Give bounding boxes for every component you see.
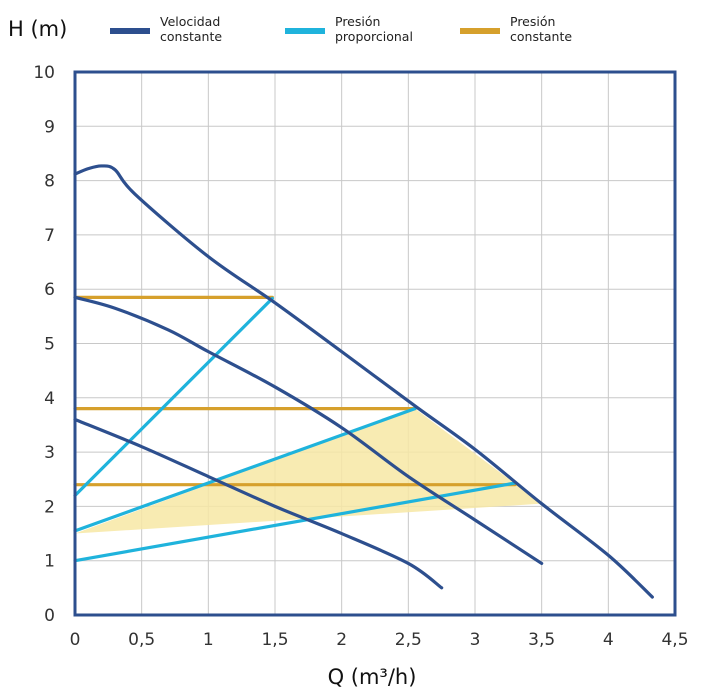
x-tick-label: 1,5 [261,630,288,650]
x-tick-label: 2,5 [395,630,422,650]
y-tick-label: 7 [44,226,55,246]
x-tick-label: 3,5 [528,630,555,650]
legend: VelocidadconstantePresiónproporcionalPre… [110,14,572,44]
y-tick-label: 2 [44,497,55,517]
legend-label: Presión [335,14,380,29]
x-tick-labels: 0 0,5 1 1,5 2 2,5 3 3,5 4 4,5 [70,630,689,650]
y-tick-label: 6 [44,280,55,300]
legend-swatch [460,28,500,34]
curves [73,164,654,599]
legend-label: Presión [510,14,555,29]
legend-label: constante [160,29,222,44]
plot-frame [73,70,677,617]
shaded-area [75,408,542,534]
y-axis-title: H (m) [8,17,67,41]
legend-swatch [110,28,150,34]
y-tick-label: 10 [33,63,55,83]
series-line-velocidad-constante [73,417,444,590]
x-tick-label: 0,5 [128,630,155,650]
x-tick-label: 2 [336,630,347,650]
y-tick-label: 5 [44,335,55,355]
y-tick-label: 8 [44,172,55,192]
y-tick-label: 3 [44,443,55,463]
legend-label: proporcional [335,29,413,44]
operating-region [75,408,542,534]
legend-swatch [285,28,325,34]
x-tick-label: 0 [70,630,81,650]
series-line-presion-proporcional [73,481,517,563]
legend-label: constante [510,29,572,44]
y-tick-label: 9 [44,117,55,137]
grid [74,71,676,616]
x-axis-title: Q (m³/h) [328,665,417,689]
x-tick-label: 4,5 [661,630,688,650]
x-tick-label: 1 [203,630,214,650]
series-line-velocidad-constante [73,164,654,599]
y-tick-label: 1 [44,552,55,572]
y-tick-label: 0 [44,606,55,626]
legend-label: Velocidad [160,14,220,29]
y-tick-label: 4 [44,389,55,409]
series-line-presion-proporcional [73,296,274,498]
series-line-presion-proporcional [73,407,417,533]
x-tick-label: 4 [603,630,614,650]
x-tick-label: 3 [470,630,481,650]
y-tick-labels: 0 1 2 3 4 5 6 7 8 9 10 [33,63,55,626]
series-line-velocidad-constante [73,295,544,566]
